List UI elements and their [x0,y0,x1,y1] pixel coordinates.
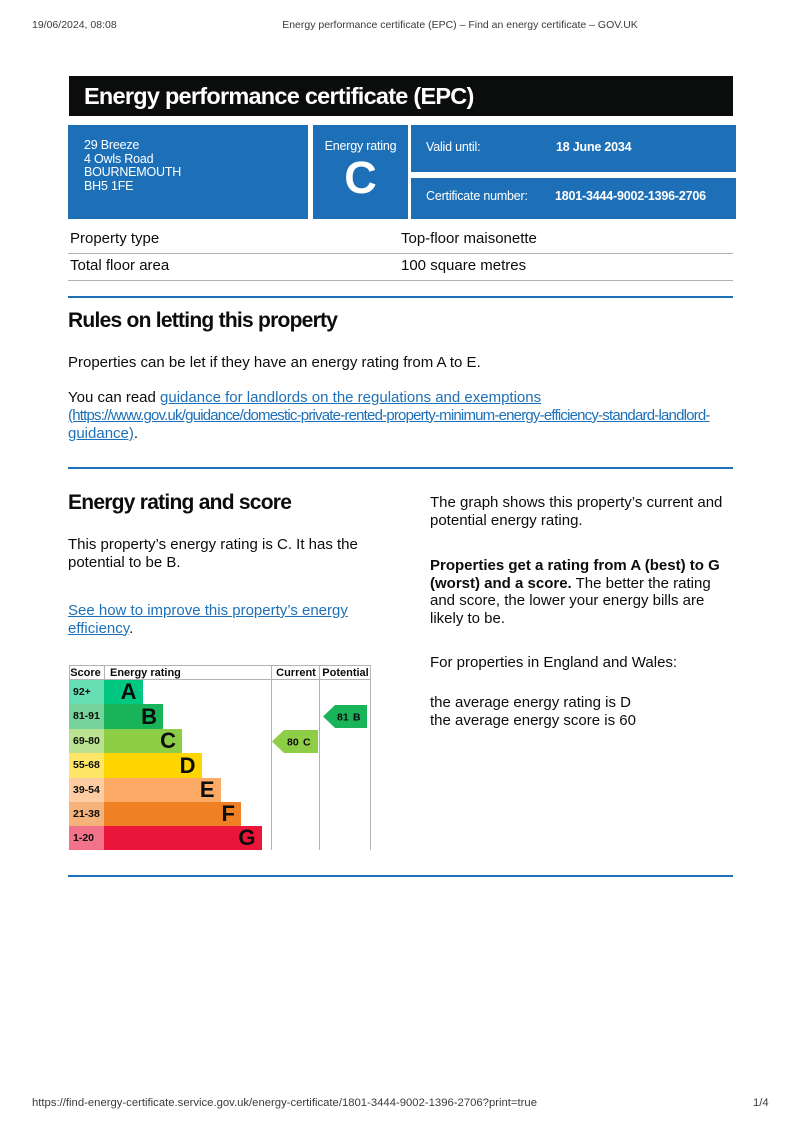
svg-text:C: C [303,737,311,749]
svg-text:81: 81 [337,712,349,724]
svg-text:B: B [353,712,361,724]
svg-text:80: 80 [287,737,299,749]
